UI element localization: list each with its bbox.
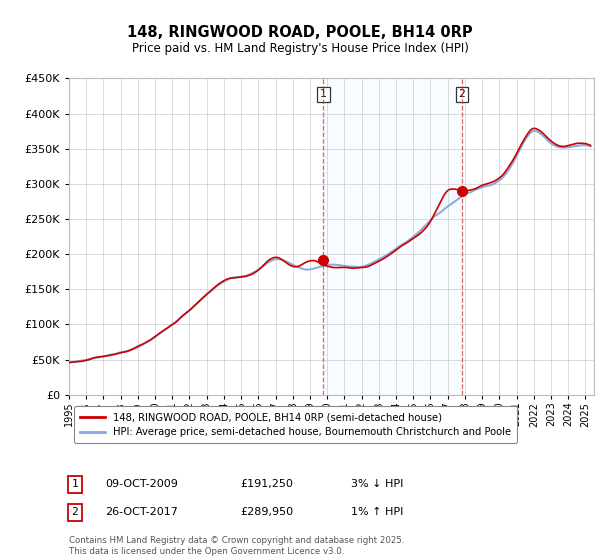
- Text: 1: 1: [320, 90, 327, 100]
- Text: 148, RINGWOOD ROAD, POOLE, BH14 0RP: 148, RINGWOOD ROAD, POOLE, BH14 0RP: [127, 25, 473, 40]
- Text: 09-OCT-2009: 09-OCT-2009: [105, 479, 178, 489]
- Text: 3% ↓ HPI: 3% ↓ HPI: [351, 479, 403, 489]
- Text: 1: 1: [71, 479, 79, 489]
- Text: Price paid vs. HM Land Registry's House Price Index (HPI): Price paid vs. HM Land Registry's House …: [131, 42, 469, 55]
- Text: 1% ↑ HPI: 1% ↑ HPI: [351, 507, 403, 517]
- Text: 2: 2: [458, 90, 465, 100]
- Text: £191,250: £191,250: [240, 479, 293, 489]
- Text: 26-OCT-2017: 26-OCT-2017: [105, 507, 178, 517]
- Text: 2: 2: [71, 507, 79, 517]
- Bar: [323, 78, 462, 395]
- Legend: 148, RINGWOOD ROAD, POOLE, BH14 0RP (semi-detached house), HPI: Average price, s: 148, RINGWOOD ROAD, POOLE, BH14 0RP (sem…: [74, 406, 517, 443]
- Text: Contains HM Land Registry data © Crown copyright and database right 2025.
This d: Contains HM Land Registry data © Crown c…: [69, 536, 404, 556]
- Text: £289,950: £289,950: [240, 507, 293, 517]
